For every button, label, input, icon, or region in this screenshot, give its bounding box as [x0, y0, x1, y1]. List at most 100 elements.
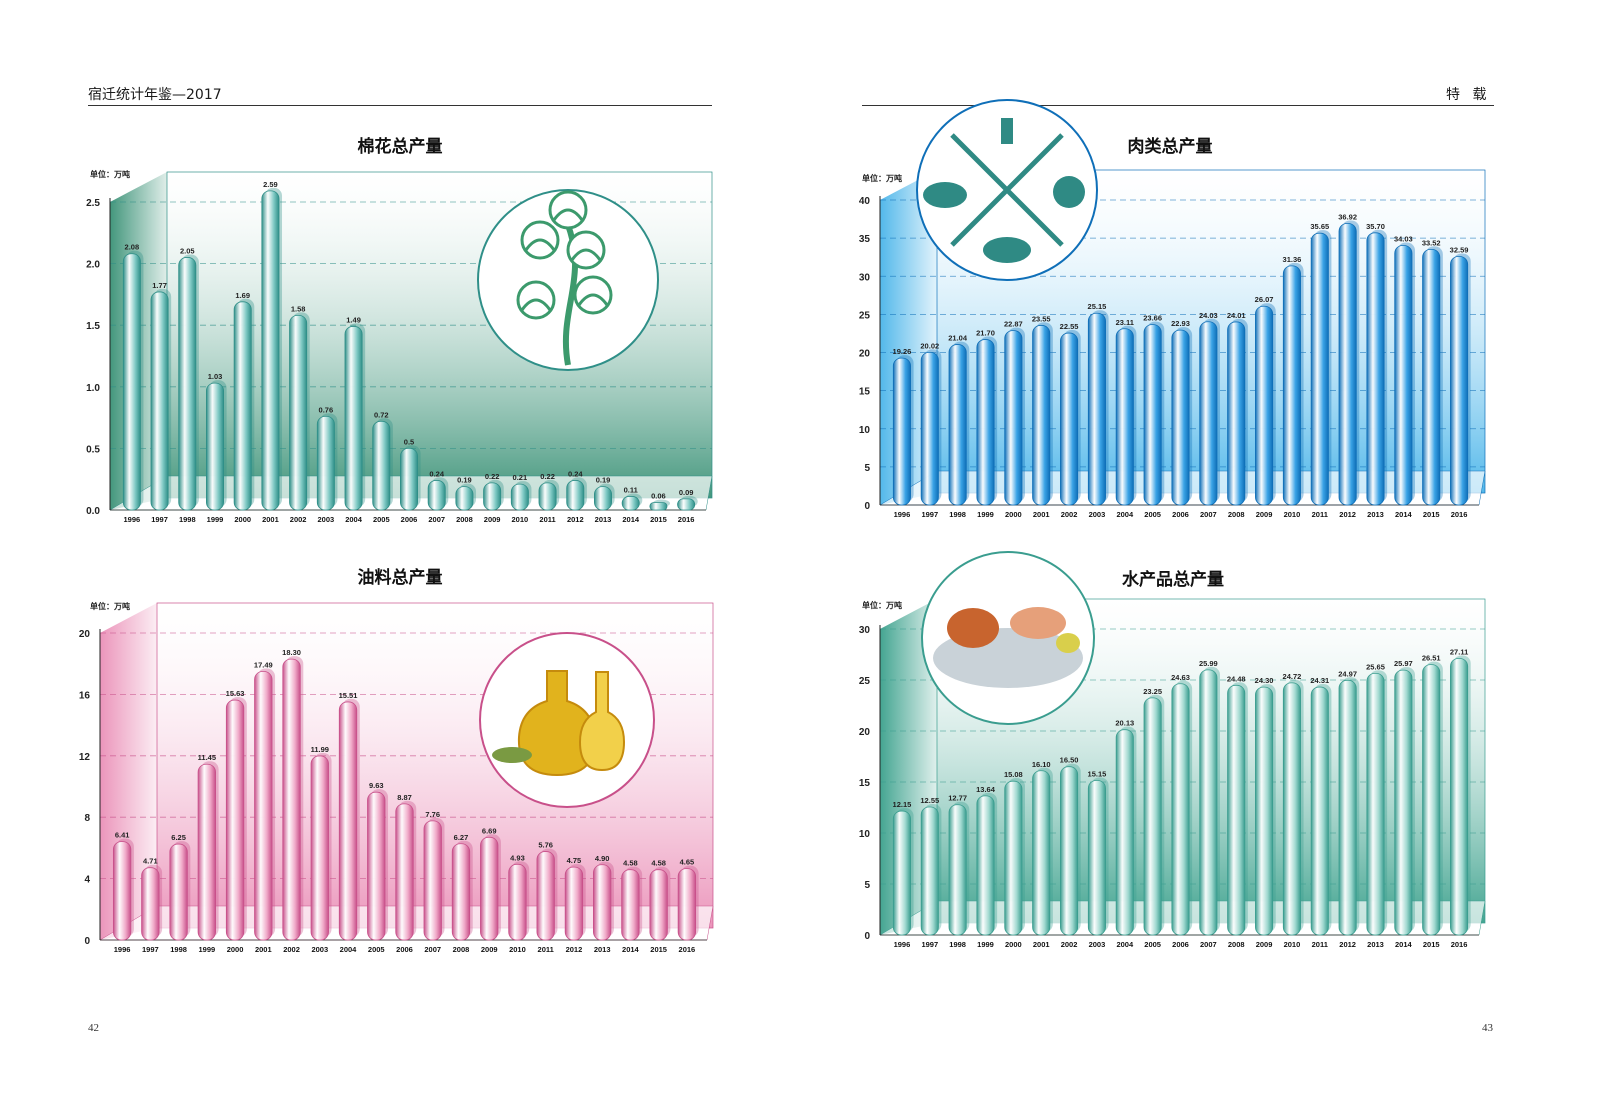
- bar: [197, 763, 216, 941]
- bar: [122, 253, 141, 511]
- y-tick-label: 1.5: [86, 321, 100, 332]
- x-tick-label: 2009: [1256, 510, 1273, 519]
- y-tick-label: 30: [859, 272, 871, 283]
- bar-2016: [1450, 253, 1471, 506]
- bar: [400, 447, 418, 511]
- value-label: 0.09: [679, 488, 694, 497]
- bar-2012: [564, 864, 586, 941]
- bar-2014: [621, 866, 643, 941]
- value-label: 16.50: [1060, 756, 1079, 765]
- x-tick-label: 2000: [234, 515, 251, 524]
- value-label: 24.31: [1310, 676, 1329, 685]
- bar: [564, 866, 584, 941]
- bar-1996: [892, 355, 914, 506]
- bar-2000: [233, 298, 255, 511]
- bar: [233, 301, 252, 511]
- value-label: 6.27: [454, 833, 469, 842]
- x-tick-label: 1997: [921, 940, 938, 949]
- value-label: 4.90: [595, 854, 610, 863]
- x-tick-label: 2016: [679, 945, 696, 954]
- y-tick-label: 0: [864, 931, 870, 942]
- oil-bottle-small: [578, 671, 626, 772]
- bar: [1032, 325, 1051, 506]
- bar-2006: [1171, 680, 1193, 936]
- value-label: 25.65: [1366, 662, 1385, 671]
- x-tick-label: 2003: [311, 945, 328, 954]
- bar-2003: [1087, 310, 1109, 506]
- x-tick-label: 2002: [1061, 510, 1078, 519]
- bar-2013: [593, 861, 614, 941]
- unit-label: 单位：万吨: [90, 169, 130, 179]
- bar: [621, 869, 640, 941]
- bar-1998: [178, 254, 199, 511]
- cotton-leaf: [570, 248, 602, 261]
- y-tick-label: 20: [859, 727, 871, 738]
- value-label: 7.76: [425, 810, 440, 819]
- bar: [621, 496, 640, 511]
- value-label: 4.71: [143, 857, 158, 866]
- y-tick-label: 2.5: [86, 198, 100, 209]
- x-tick-label: 2004: [340, 945, 358, 954]
- chart-title: 油料总产量: [358, 567, 443, 588]
- x-tick-label: 2004: [1116, 510, 1134, 519]
- value-label: 25.99: [1199, 659, 1218, 668]
- x-tick-label: 2000: [1005, 940, 1022, 949]
- y-tick-label: 8: [84, 813, 90, 824]
- value-label: 34.03: [1394, 235, 1413, 244]
- value-label: 8.87: [397, 793, 412, 802]
- unit-label: 单位：万吨: [862, 173, 902, 183]
- unit-label: 单位：万吨: [90, 601, 130, 611]
- x-tick-label: 2006: [401, 515, 418, 524]
- bar-2013: [1366, 229, 1388, 506]
- value-label: 0.5: [404, 437, 414, 446]
- bar-1999: [976, 792, 998, 936]
- bar-2010: [1282, 262, 1304, 506]
- x-tick-label: 2003: [1089, 510, 1106, 519]
- value-label: 15.15: [1088, 769, 1107, 778]
- unit-label: 单位：万吨: [862, 600, 902, 610]
- bar: [483, 482, 502, 511]
- value-label: 36.92: [1338, 212, 1357, 221]
- y-tick-label: 10: [859, 425, 871, 436]
- x-tick-label: 2012: [1339, 510, 1356, 519]
- bar: [455, 486, 474, 511]
- bar: [150, 291, 169, 511]
- bar-2001: [1032, 322, 1053, 506]
- value-label: 4.75: [567, 856, 582, 865]
- value-label: 0.22: [485, 472, 500, 481]
- x-tick-label: 1998: [170, 945, 187, 954]
- x-tick-label: 2002: [1061, 940, 1078, 949]
- bar-2015: [1422, 246, 1443, 506]
- bar: [1115, 729, 1134, 936]
- bar: [1087, 780, 1106, 936]
- y-tick-label: 10: [859, 829, 871, 840]
- x-tick-label: 2010: [512, 515, 529, 524]
- bar: [1171, 683, 1190, 936]
- x-tick-label: 2009: [484, 515, 501, 524]
- bar-2012: [566, 477, 587, 511]
- value-label: 21.70: [976, 329, 995, 338]
- x-tick-label: 2015: [1423, 940, 1440, 949]
- bar: [508, 863, 527, 941]
- bar-2013: [1366, 670, 1388, 936]
- cow-shape: [923, 182, 967, 208]
- cutlery-shape: [1001, 118, 1013, 144]
- bar-1997: [150, 288, 172, 511]
- x-tick-label: 1997: [151, 515, 168, 524]
- x-tick-label: 2006: [1172, 940, 1189, 949]
- value-label: 0.21: [513, 473, 528, 482]
- x-tick-label: 2001: [262, 515, 279, 524]
- value-label: 12.77: [948, 794, 967, 803]
- x-tick-label: 2013: [1367, 940, 1384, 949]
- cotton-leaf: [524, 238, 556, 251]
- bar-2000: [1004, 778, 1025, 936]
- bar: [1282, 265, 1301, 506]
- bar: [372, 420, 391, 511]
- value-label: 1.49: [346, 315, 361, 324]
- y-tick-label: 4: [84, 875, 90, 886]
- bar-1997: [141, 864, 163, 941]
- x-tick-label: 1996: [894, 510, 911, 519]
- bar-2007: [427, 477, 449, 511]
- x-tick-label: 2014: [622, 515, 640, 524]
